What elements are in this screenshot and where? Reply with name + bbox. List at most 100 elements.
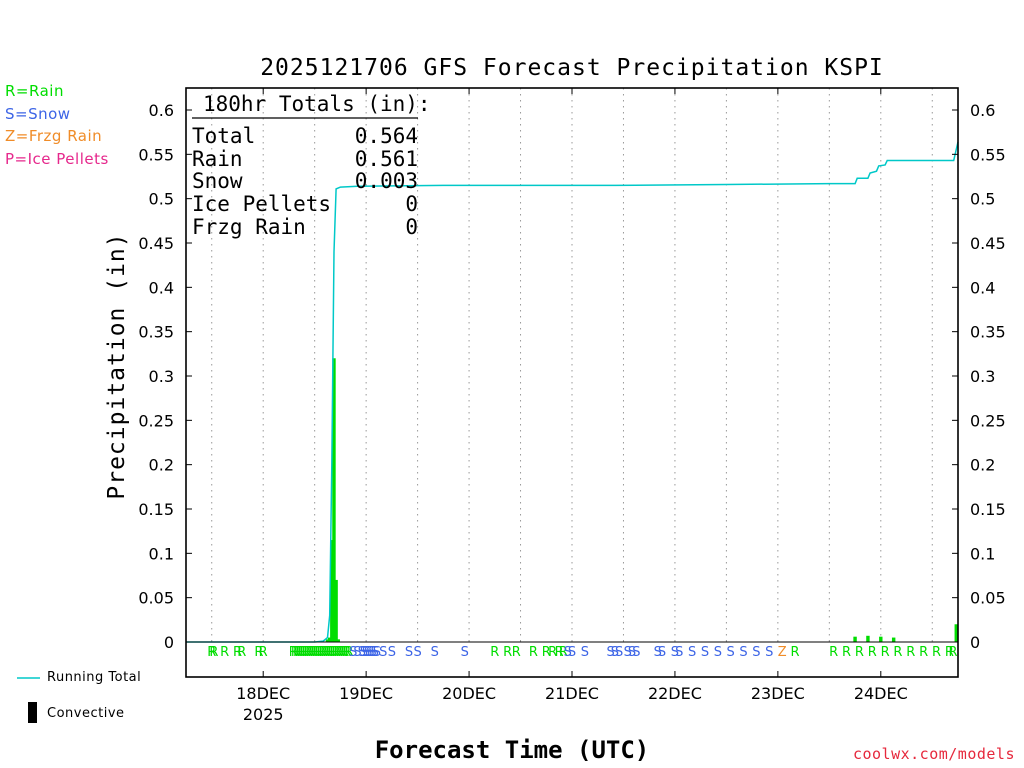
y-tick-label-left: 0.2 [149, 456, 174, 475]
ptype-marker: S [765, 645, 773, 660]
ptype-marker: R [512, 645, 521, 660]
ptype-marker: R [542, 645, 551, 660]
axes: 0 00.05 0.050.1 0.10.15 0.150.2 0.20.25 0.250.… [138, 87, 1006, 724]
convective-bar [327, 637, 332, 642]
ptype-marker: R [340, 645, 349, 660]
ptype-marker: R [310, 645, 319, 660]
y-tick-label-left: 0.25 [138, 411, 174, 430]
convective-bar [330, 540, 334, 642]
convective-legend-label: Convective [47, 706, 125, 721]
x-tick-label: 23DEC [751, 684, 805, 703]
ptype-marker: R [829, 645, 838, 660]
ptype-marker: R [329, 645, 338, 660]
y-tick-label-left: 0.55 [138, 145, 174, 164]
ptype-marker: S [388, 645, 396, 660]
ptype-marker: R [293, 645, 302, 660]
convective-bars [325, 358, 958, 642]
credit-link[interactable]: coolwx.com/models [852, 745, 1015, 763]
y-tick-label-right: 0.45 [970, 234, 1006, 253]
x-tick-label: 18DEC [236, 684, 290, 703]
totals-header: 180hr Totals (in): [203, 92, 431, 116]
y-tick-label-right: 0.25 [970, 411, 1006, 430]
y-tick-label-left: 0 [164, 633, 174, 652]
ptype-marker: S [658, 645, 666, 660]
ptype-marker: S [358, 645, 366, 660]
ptype-marker: S [628, 645, 636, 660]
ptype-marker: S [371, 645, 379, 660]
ptype-marker: R [338, 645, 347, 660]
ptype-marker: S [362, 645, 370, 660]
ptype-marker: R [790, 645, 799, 660]
ptype-marker: R [308, 645, 317, 660]
ptype-marker: R [295, 645, 304, 660]
ptype-marker: R [336, 645, 345, 660]
x-axis-label: Forecast Time (UTC) [375, 736, 650, 764]
y-axis-label: Precipitation (in) [104, 232, 130, 499]
convective-legend-swatch [28, 702, 37, 723]
ptype-marker: R [220, 645, 229, 660]
ptype-marker: S [632, 645, 640, 660]
ptype-marker: R [317, 645, 326, 660]
totals-ice-pellets-label: Ice Pellets [192, 192, 331, 216]
convective-bar [325, 639, 330, 642]
ptype-marker: S [611, 645, 619, 660]
ptype-marker: R [559, 645, 568, 660]
ptype-marker: R [503, 645, 512, 660]
grid-lines [211, 88, 933, 642]
ptype-marker: R [919, 645, 928, 660]
y-tick-label-right: 0.05 [970, 589, 1006, 608]
ptype-marker: S [581, 645, 589, 660]
totals-total-label: Total [192, 124, 255, 148]
ptype-marker: S [564, 645, 572, 660]
legend-ice-pellets: P=Ice Pellets [5, 150, 109, 168]
y-tick-label-left: 0.45 [138, 234, 174, 253]
ptype-marker: R [314, 645, 323, 660]
ptype-marker: S [353, 645, 361, 660]
ptype-marker: R [325, 645, 334, 660]
convective-bar [332, 358, 336, 642]
ptype-marker: S [366, 645, 374, 660]
x-tick-label: 20DEC [442, 684, 496, 703]
ptype-marker: S [349, 645, 357, 660]
ptype-marker: R [306, 645, 315, 660]
ptype-marker: R [319, 645, 328, 660]
y-tick-label-left: 0.4 [149, 278, 174, 297]
precip-type-markers: RR R RR RR RRRRRRRRRRRRRRRRRRRRRRRRRRRSSSSSS… [207, 645, 957, 660]
ptype-marker: R [529, 645, 538, 660]
ptype-marker: R [209, 645, 218, 660]
ptype-marker: R [893, 645, 902, 660]
ptype-marker: S [624, 645, 632, 660]
ptype-marker: R [344, 645, 353, 660]
ptype-marker: S [675, 645, 683, 660]
ptype-marker: S [615, 645, 623, 660]
ptype-marker: S [671, 645, 679, 660]
totals-ice-pellets-value: 0 [405, 192, 418, 216]
convective-bar [866, 635, 870, 642]
ptype-marker: R [932, 645, 941, 660]
ptype-marker: S [727, 645, 735, 660]
ptype-marker: R [327, 645, 336, 660]
y-tick-label-left: 0.3 [149, 367, 174, 386]
ptype-marker: R [855, 645, 864, 660]
totals-snow-value: 0.003 [355, 169, 418, 193]
ptype-marker: R [299, 645, 308, 660]
ptype-marker: S [360, 645, 368, 660]
ptype-marker: S [379, 645, 387, 660]
ptype-marker: R [297, 645, 306, 660]
y-tick-label-right: 0.4 [970, 278, 995, 297]
convective-bar [334, 579, 338, 642]
ptype-marker: R [906, 645, 915, 660]
totals-frzg-rain-value: 0 [405, 215, 418, 239]
y-tick-label-left: 0.15 [138, 500, 174, 519]
ptype-marker: R [304, 645, 313, 660]
ptype-marker: S [431, 645, 439, 660]
x-tick-label: 21DEC [545, 684, 599, 703]
y-tick-label-right: 0.6 [970, 101, 995, 120]
ptype-marker: R [312, 645, 321, 660]
ptype-marker: R [291, 645, 300, 660]
ptype-marker: S [368, 645, 376, 660]
ptype-marker: S [752, 645, 760, 660]
legend-frzg-rain: Z=Frzg Rain [5, 127, 103, 145]
ptype-marker: R [323, 645, 332, 660]
ptype-marker: S [373, 645, 381, 660]
